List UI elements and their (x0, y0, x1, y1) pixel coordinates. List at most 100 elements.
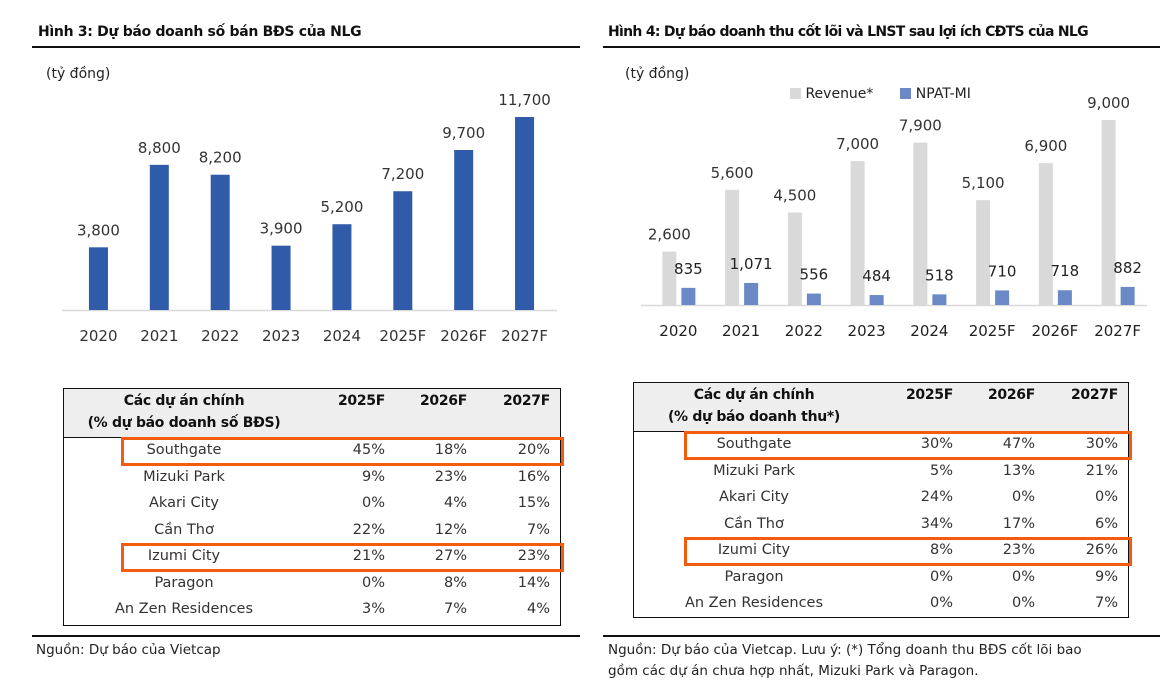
project-name-cell: Akari City (149, 495, 219, 511)
data-label: 3,800 (77, 221, 120, 239)
left-projects-table: Các dự án chính (% dự báo doanh số BĐS) … (63, 388, 564, 626)
data-label: 3,900 (260, 220, 303, 238)
right-chart-legend: Revenue* NPAT-MI (790, 86, 971, 102)
right-bar-chart: 2,600 835 2020 5,600 1,071 2021 4,500 556 2022 7,… (641, 94, 1147, 340)
right-source-line1: Nguồn: Dự báo của Vietcap. Lưu ý: (*) Tổ… (608, 642, 1082, 658)
revenue-data-label: 5,100 (962, 174, 1005, 192)
x-tick-label: 2021 (140, 327, 178, 345)
share-cell-2027F: 15% (517, 495, 550, 511)
project-name-cell: Izumi City (147, 548, 221, 564)
right-header-project-line2: (% dự báo doanh thu*) (667, 409, 841, 425)
right-table-header: Các dự án chính (% dự báo doanh thu*) 20… (634, 383, 1128, 432)
right-header-col-2025: 2025F (905, 387, 953, 403)
share-cell-2025F: 24% (920, 489, 953, 505)
npat-data-label: 710 (988, 262, 1017, 280)
table-row: Mizuki Park 5% 13% 21% (634, 459, 1128, 486)
x-tick-label: 2025F (379, 327, 426, 345)
project-name-cell: An Zen Residences (684, 595, 824, 611)
right-unit-label: (tỷ đồng) (625, 66, 690, 82)
npat-data-label: 882 (1113, 259, 1142, 277)
table-row: An Zen Residences 3% 7% 4% (64, 597, 560, 624)
npat-data-label: 484 (862, 267, 891, 285)
table-row: Cần Thơ 22% 12% 7% (64, 518, 560, 545)
npat-bar-2027F (1120, 286, 1135, 305)
left-title-rule (32, 46, 580, 48)
table-row: Izumi City 8% 23% 26% (634, 538, 1128, 565)
npat-bar-2026F (1057, 290, 1072, 305)
project-name-cell: An Zen Residences (114, 601, 254, 617)
data-label: 7,200 (381, 165, 424, 183)
x-tick-label: 2024 (910, 322, 948, 340)
table-row: Southgate 30% 47% 30% (634, 432, 1128, 459)
left-table-header: Các dự án chính (% dự báo doanh số BĐS) … (64, 389, 560, 438)
bar-2020 (88, 247, 108, 310)
project-name-cell: Southgate (146, 442, 222, 458)
x-tick-label: 2025F (969, 322, 1016, 340)
revenue-data-label: 6,900 (1024, 137, 1067, 155)
share-cell-2027F: 4% (526, 601, 550, 617)
table-row: Izumi City 21% 27% 23% (64, 544, 560, 571)
share-cell-2027F: 0% (1094, 489, 1118, 505)
revenue-bar-2027F (1101, 120, 1116, 305)
right-header-project-line1: Các dự án chính (693, 387, 815, 403)
left-header-project-line1: Các dự án chính (123, 393, 245, 409)
project-name-cell: Izumi City (717, 542, 791, 558)
x-tick-label: 2027F (501, 327, 548, 345)
revenue-bar-2020 (662, 251, 677, 305)
revenue-bar-2025F (976, 200, 991, 305)
share-cell-2025F: 9% (361, 468, 385, 485)
table-row: Southgate 45% 18% 20% (64, 438, 560, 465)
x-tick-label: 2020 (79, 327, 117, 345)
legend-label-revenue: Revenue* (805, 86, 874, 102)
share-cell-2025F: 34% (920, 515, 953, 532)
right-figure-title: Hình 4: Dự báo doanh thu cốt lõi và LNST… (608, 24, 1089, 40)
share-cell-2026F: 8% (443, 574, 467, 591)
npat-data-label: 718 (1051, 262, 1080, 280)
share-cell-2026F: 7% (443, 601, 467, 617)
revenue-data-label: 9,000 (1087, 94, 1130, 112)
bar-2025F (393, 191, 413, 310)
project-name-cell: Mizuki Park (143, 468, 225, 485)
share-cell-2026F: 0% (1011, 489, 1035, 505)
left-bar-chart: 3,800 2020 8,800 2021 8,200 2022 3,900 2023 5,20… (62, 91, 557, 345)
npat-data-label: 556 (800, 266, 829, 284)
share-cell-2026F: 27% (434, 548, 467, 564)
x-tick-label: 2026F (440, 327, 487, 345)
revenue-bar-2026F (1038, 163, 1053, 305)
right-footer-rule (603, 635, 1160, 637)
share-cell-2026F: 23% (1002, 542, 1035, 558)
left-header-project-line2: (% dự báo doanh số BĐS) (87, 415, 281, 431)
bar-2022 (210, 174, 230, 310)
revenue-bar-2021 (725, 189, 740, 305)
share-cell-2026F: 0% (1011, 595, 1035, 611)
share-cell-2027F: 6% (1094, 515, 1118, 532)
revenue-data-label: 2,600 (648, 226, 691, 244)
share-cell-2025F: 5% (929, 462, 953, 479)
share-cell-2027F: 14% (517, 574, 550, 591)
project-name-cell: Southgate (716, 436, 792, 452)
x-tick-label: 2024 (323, 327, 361, 345)
right-header-col-2027: 2027F (1070, 387, 1118, 403)
share-cell-2027F: 26% (1085, 542, 1118, 558)
x-tick-label: 2020 (659, 322, 697, 340)
data-label: 8,200 (199, 149, 242, 167)
share-cell-2027F: 16% (517, 468, 550, 485)
x-tick-label: 2027F (1094, 322, 1141, 340)
revenue-data-label: 7,000 (836, 135, 879, 153)
revenue-bar-2024 (913, 142, 928, 305)
project-name-cell: Cần Thơ (154, 521, 214, 538)
revenue-data-label: 4,500 (773, 187, 816, 205)
right-header-col-2026: 2026F (987, 387, 1035, 403)
share-cell-2027F: 7% (1094, 595, 1118, 611)
share-cell-2026F: 12% (434, 521, 467, 538)
bar-2021 (149, 164, 169, 310)
share-cell-2026F: 47% (1002, 436, 1035, 452)
project-name-cell: Akari City (719, 489, 789, 505)
share-cell-2026F: 17% (1002, 515, 1035, 532)
legend-label-npat: NPAT-MI (915, 86, 971, 102)
right-source-note: Nguồn: Dự báo của Vietcap. Lưu ý: (*) Tổ… (608, 640, 1082, 682)
legend-swatch-npat (900, 88, 912, 99)
revenue-data-label: 7,900 (899, 117, 942, 135)
npat-data-label: 518 (925, 266, 954, 284)
share-cell-2027F: 30% (1085, 436, 1118, 452)
